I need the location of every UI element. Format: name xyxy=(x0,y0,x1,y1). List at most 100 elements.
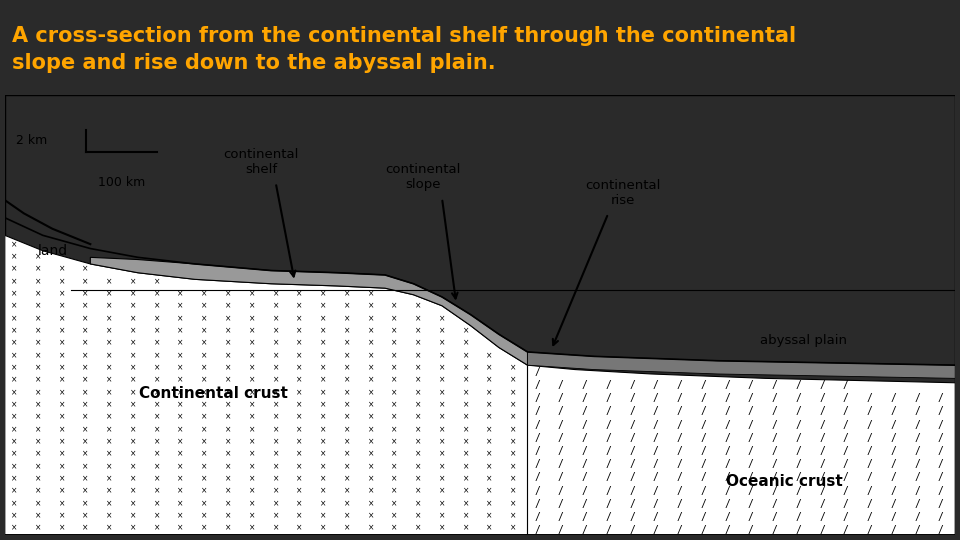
Text: /: / xyxy=(558,485,564,496)
Text: /: / xyxy=(819,433,825,443)
Text: ×: × xyxy=(83,388,88,397)
Text: ×: × xyxy=(59,339,65,348)
Text: ×: × xyxy=(439,450,445,458)
Text: /: / xyxy=(677,393,683,403)
Text: ×: × xyxy=(439,388,445,397)
Text: ×: × xyxy=(273,363,278,372)
Text: ×: × xyxy=(344,437,350,446)
Text: ×: × xyxy=(225,413,231,422)
Text: /: / xyxy=(914,420,920,430)
Text: /: / xyxy=(724,433,730,443)
Text: ×: × xyxy=(487,511,492,520)
Text: /: / xyxy=(891,433,897,443)
Text: ×: × xyxy=(415,302,421,310)
Text: ×: × xyxy=(59,277,65,286)
Text: ×: × xyxy=(439,376,445,384)
Text: /: / xyxy=(938,472,944,482)
Text: ×: × xyxy=(415,511,421,520)
Text: /: / xyxy=(653,393,659,403)
Text: ×: × xyxy=(202,400,207,409)
Text: /: / xyxy=(653,380,659,390)
Text: ×: × xyxy=(510,376,516,384)
Text: /: / xyxy=(843,499,849,509)
Text: ×: × xyxy=(35,499,41,508)
Text: /: / xyxy=(748,485,754,496)
Text: /: / xyxy=(558,459,564,469)
Text: ×: × xyxy=(59,499,65,508)
Text: /: / xyxy=(606,525,612,535)
Text: ×: × xyxy=(107,523,112,532)
Text: ×: × xyxy=(510,511,516,520)
Text: ×: × xyxy=(368,326,373,335)
Text: /: / xyxy=(724,420,730,430)
Text: ×: × xyxy=(368,400,373,409)
Text: ×: × xyxy=(273,413,278,422)
Text: /: / xyxy=(796,485,802,496)
Text: ×: × xyxy=(130,339,136,348)
Text: ×: × xyxy=(35,363,41,372)
Text: ×: × xyxy=(297,425,302,434)
Text: /: / xyxy=(653,485,659,496)
Text: /: / xyxy=(629,420,635,430)
Text: ×: × xyxy=(368,450,373,458)
Text: ×: × xyxy=(415,351,421,360)
Text: ×: × xyxy=(130,363,136,372)
Text: ×: × xyxy=(249,413,255,422)
Text: ×: × xyxy=(202,302,207,310)
Text: ×: × xyxy=(368,462,373,471)
Text: /: / xyxy=(938,512,944,522)
Text: ×: × xyxy=(107,289,112,299)
Text: ×: × xyxy=(392,425,397,434)
Text: ×: × xyxy=(368,314,373,323)
Text: ×: × xyxy=(202,462,207,471)
Text: ×: × xyxy=(154,339,160,348)
Text: ×: × xyxy=(225,487,231,496)
Text: /: / xyxy=(606,420,612,430)
Text: /: / xyxy=(748,393,754,403)
Text: ×: × xyxy=(35,474,41,483)
Text: ×: × xyxy=(107,437,112,446)
Text: ×: × xyxy=(107,326,112,335)
Text: ×: × xyxy=(12,450,17,458)
Text: /: / xyxy=(891,446,897,456)
Text: ×: × xyxy=(344,289,350,299)
Text: /: / xyxy=(819,485,825,496)
Text: /: / xyxy=(891,525,897,535)
Text: ×: × xyxy=(273,425,278,434)
Text: /: / xyxy=(606,499,612,509)
Text: /: / xyxy=(891,472,897,482)
Text: ×: × xyxy=(202,376,207,384)
Text: /: / xyxy=(796,512,802,522)
Text: /: / xyxy=(938,393,944,403)
Text: /: / xyxy=(677,459,683,469)
Text: ×: × xyxy=(368,425,373,434)
Text: /: / xyxy=(843,380,849,390)
Text: ×: × xyxy=(154,462,160,471)
Text: /: / xyxy=(772,485,778,496)
Text: ×: × xyxy=(12,425,17,434)
Text: continental
shelf: continental shelf xyxy=(224,148,300,176)
Text: ×: × xyxy=(249,400,255,409)
Text: /: / xyxy=(558,407,564,416)
Text: /: / xyxy=(677,512,683,522)
Text: ×: × xyxy=(320,400,326,409)
Text: ×: × xyxy=(35,302,41,310)
Text: ×: × xyxy=(463,326,468,335)
Text: /: / xyxy=(629,499,635,509)
Text: ×: × xyxy=(273,499,278,508)
Text: ×: × xyxy=(344,511,350,520)
Text: ×: × xyxy=(320,388,326,397)
Text: ×: × xyxy=(297,450,302,458)
Text: /: / xyxy=(701,472,707,482)
Text: /: / xyxy=(606,380,612,390)
Text: ×: × xyxy=(130,474,136,483)
Text: ×: × xyxy=(297,314,302,323)
Text: ×: × xyxy=(344,326,350,335)
Text: /: / xyxy=(653,446,659,456)
Text: ×: × xyxy=(249,523,255,532)
Text: ×: × xyxy=(83,351,88,360)
Text: ×: × xyxy=(273,523,278,532)
Text: ×: × xyxy=(320,363,326,372)
Text: ×: × xyxy=(320,376,326,384)
Text: ×: × xyxy=(320,339,326,348)
